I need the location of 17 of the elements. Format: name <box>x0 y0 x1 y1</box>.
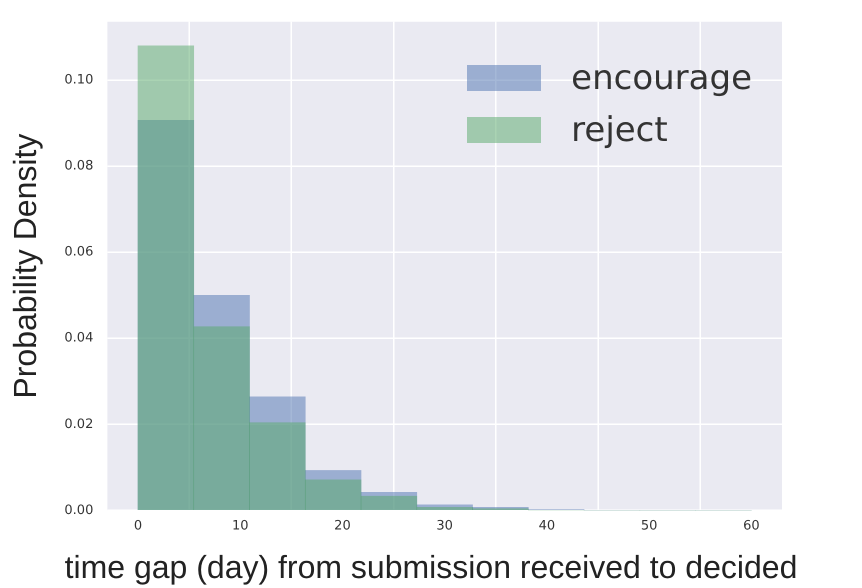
x-tick-label: 30 <box>436 518 453 534</box>
x-tick-label: 0 <box>134 518 142 534</box>
y-tick-label: 0.10 <box>64 72 94 88</box>
legend-label: reject <box>571 108 668 152</box>
x-tick-label: 40 <box>538 518 556 534</box>
y-tick-label: 0.00 <box>64 502 94 518</box>
y-axis-title: Probability Density <box>7 134 44 399</box>
y-tick-label: 0.06 <box>64 244 94 260</box>
y-tick-label: 0.04 <box>64 330 94 346</box>
y-tick-label: 0.02 <box>64 416 94 432</box>
x-tick-label: 60 <box>743 518 760 534</box>
x-axis-title: time gap (day) from submission received to decided <box>64 548 798 586</box>
y-tick-label: 0.08 <box>64 158 94 174</box>
x-tick-label: 50 <box>640 518 658 534</box>
x-tick-label: 10 <box>232 518 249 534</box>
x-tick-label: 20 <box>334 518 351 534</box>
legend-label: encourage <box>571 56 752 100</box>
